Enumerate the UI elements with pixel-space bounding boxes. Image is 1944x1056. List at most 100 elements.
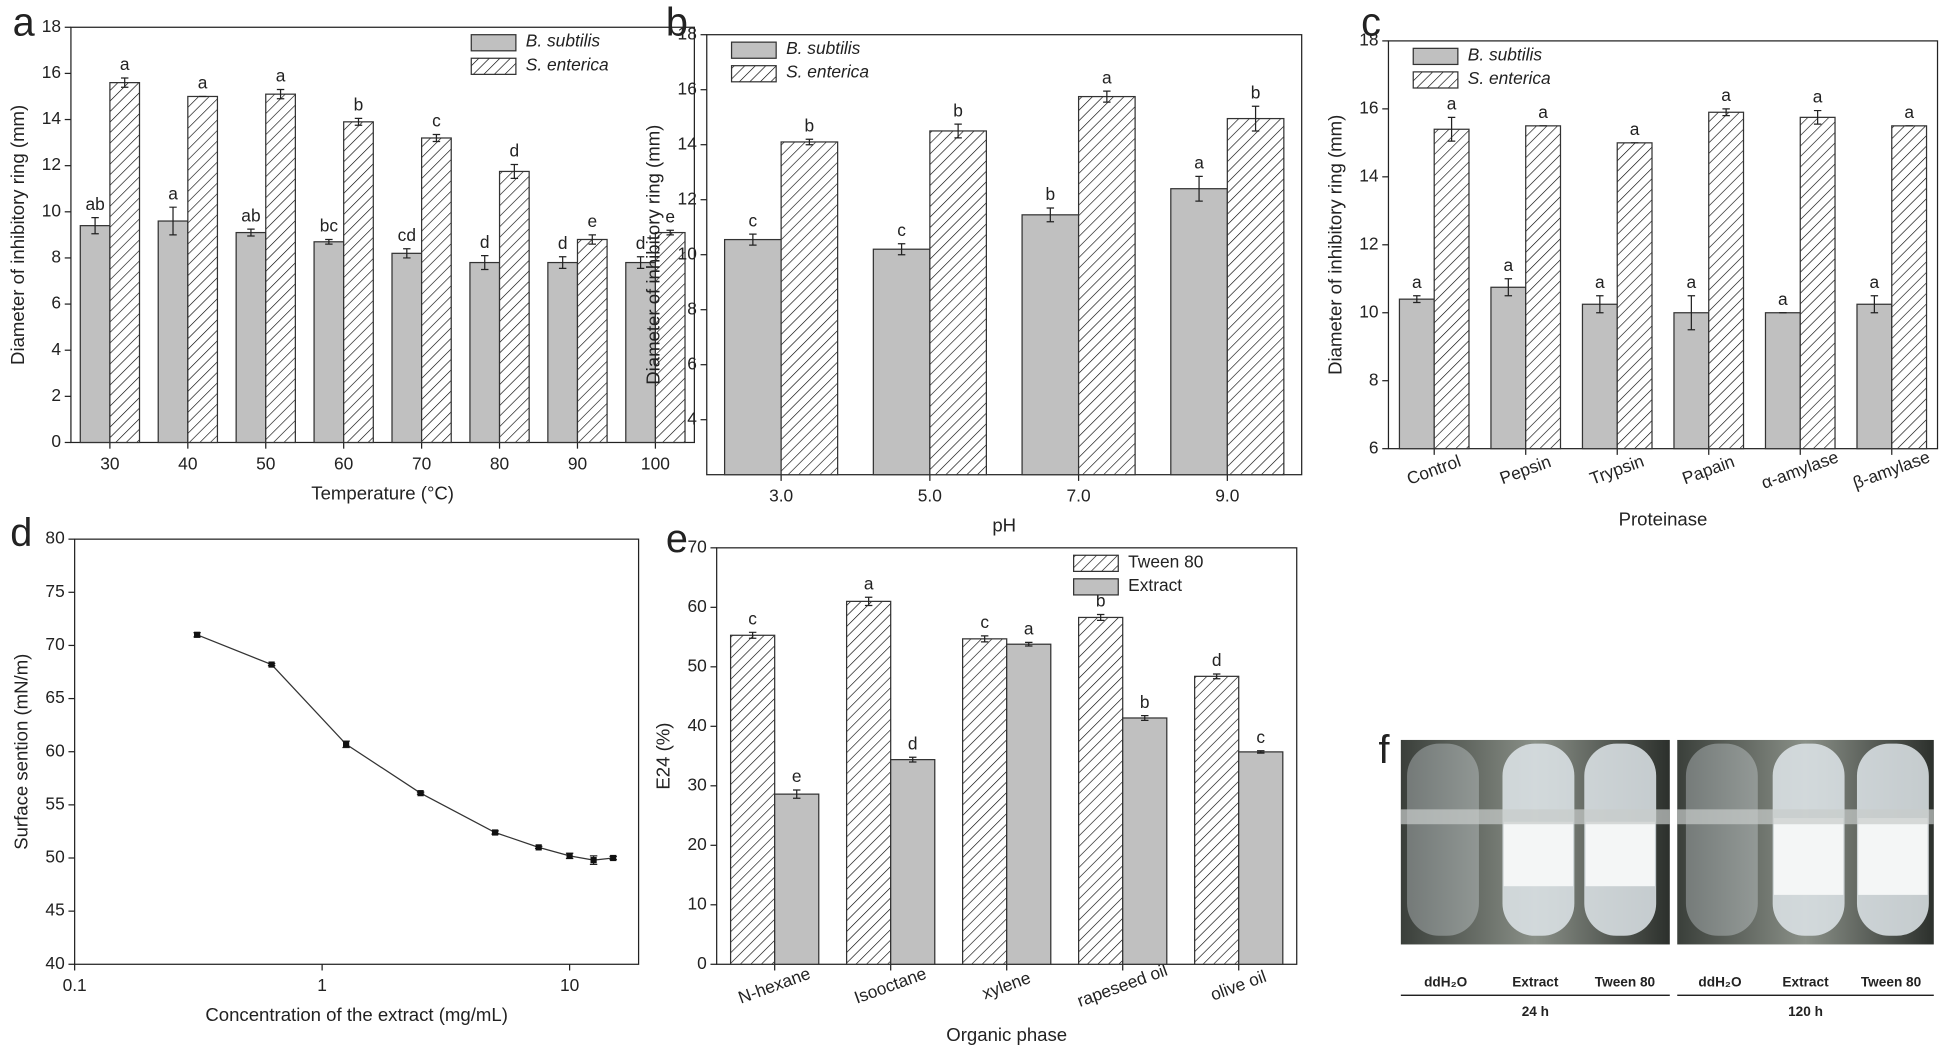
significance-letter: d [1212,650,1222,670]
y-tick-label: 80 [45,528,64,548]
bar [774,793,820,965]
bar [1433,128,1470,450]
photo-caption: 120 h [1788,1004,1823,1019]
x-tick-label: 60 [334,453,353,473]
legend-label: B. subtilis [526,31,601,51]
bar [1708,111,1745,450]
significance-letter: a [1721,85,1731,105]
error-bar [1251,105,1260,132]
legend-swatch [470,34,517,52]
significance-letter: d [510,141,520,161]
significance-letter: a [1687,272,1697,292]
error-bar [1103,90,1111,103]
photo-caption: 24 h [1522,1004,1549,1019]
bar [890,759,936,965]
y-tick-label: 6 [51,293,61,313]
bar [235,231,267,444]
x-tick-label: 9.0 [1215,486,1239,506]
significance-letter: c [432,111,441,131]
error-bar [748,631,757,639]
x-tick-label: Papain [1679,451,1737,488]
y-axis-label: Surface sention (mN/m) [10,654,31,850]
error-bar [169,206,177,236]
bar [1616,142,1653,450]
x-tick-label: 30 [100,453,119,473]
significance-letter: a [1630,119,1640,139]
x-tick-label: 40 [178,453,197,473]
x-tick-label: 50 [256,453,275,473]
x-tick-label: xylene [979,967,1033,1003]
significance-letter: a [1024,619,1034,639]
bar [313,241,345,444]
bar [780,141,839,476]
bar [1525,125,1562,450]
error-bar [1722,108,1730,117]
sample-label: ddH₂O [1424,974,1468,989]
bar [625,261,657,444]
significance-letter: c [1256,727,1265,747]
legend-swatch [1412,71,1459,89]
y-tick-label: 60 [45,740,64,760]
x-tick-label: 7.0 [1067,486,1091,506]
x-tick-label: 1 [317,975,327,995]
y-tick-label: 10 [1359,301,1378,321]
y-tick-label: 10 [687,893,706,913]
y-tick-label: 60 [687,596,706,616]
legend-swatch [1073,554,1119,572]
legend-swatch [470,57,517,75]
error-bar [481,255,489,271]
significance-letter: a [120,54,130,74]
y-tick-label: 6 [687,353,697,373]
significance-letter: d [636,233,646,253]
bar [1021,214,1080,476]
error-bar [588,234,596,245]
significance-letter: a [1538,102,1548,122]
bar [1006,643,1052,965]
data-point [566,852,573,859]
error-bar [276,88,285,100]
legend-label: S. enterica [786,62,869,82]
bar [1581,303,1618,450]
error-bar [980,635,989,643]
error-bar [1596,295,1604,314]
legend-swatch [730,41,777,59]
data-point [343,741,350,748]
y-tick-label: 40 [687,715,706,735]
bar [845,600,892,965]
bar [1799,116,1836,450]
rack [1677,809,1934,825]
x-tick-label: Pepsin [1497,451,1554,488]
bar [1078,616,1124,965]
y-tick-label: 8 [687,298,697,318]
error-bar [1504,278,1513,297]
significance-letter: b [953,100,963,120]
x-axis-label: pH [992,515,1016,536]
significance-letter: e [587,211,597,231]
x-axis-label: Concentration of the extract (mg/mL) [205,1004,508,1025]
bar [343,121,374,444]
x-tick-label: Trypsin [1587,451,1647,489]
bar [1764,312,1801,450]
sample-label: Extract [1512,974,1559,989]
bar [1673,312,1710,450]
error-bar [354,117,363,126]
panel-letter: d [10,511,32,555]
significance-letter: a [1595,272,1605,292]
bar [265,93,296,444]
error-bar [1195,175,1203,202]
plot-frame [70,26,695,444]
y-tick-label: 20 [687,834,706,854]
bar [576,238,608,444]
error-bar [120,77,129,88]
error-bar [1212,673,1221,680]
data-point [590,857,597,864]
significance-letter: e [792,766,802,786]
bar [109,82,141,444]
y-tick-label: 4 [687,408,697,428]
bar [1238,751,1284,965]
y-tick-label: 14 [678,133,698,153]
sample-label: Extract [1782,974,1829,989]
emulsion [1503,818,1928,895]
significance-letter: cd [398,225,416,245]
